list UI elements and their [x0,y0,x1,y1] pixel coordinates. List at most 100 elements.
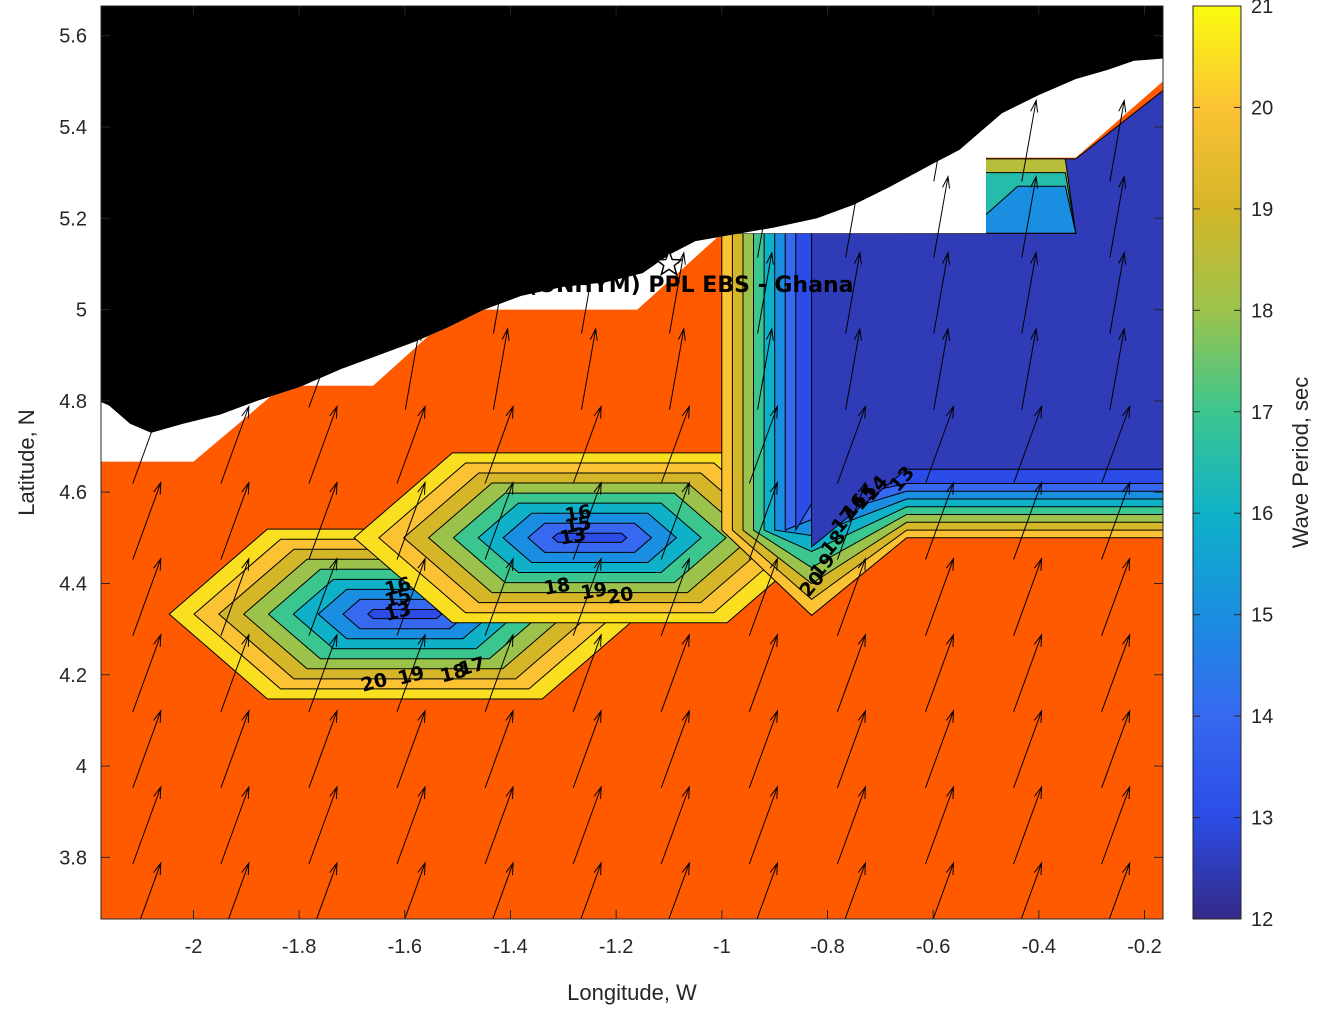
x-axis: -2 -1.8 -1.6 -1.4 -1.2 -1 -0.8 -0.6 -0.4 -0.2 [185,6,1162,958]
wave-arrow [844,861,866,919]
colorbar: 12 13 14 15 16 17 18 19 20 21 Wave Period, sec [1192,0,1313,931]
site-marker: GA (ONHYM) PPL EBS - Ghana [485,248,854,298]
contour-label: 18 [542,574,572,600]
wave-arrow [132,252,162,332]
wave-arrow [580,861,602,919]
wave-arrow [572,633,602,712]
contour-label: 13 [558,523,588,549]
wave-arrow [404,861,426,919]
wave-arrow [132,100,162,180]
wave-arrow [484,633,514,712]
wave-arrow [492,98,510,182]
x-tick-label: -0.8 [810,936,844,958]
colorbar-tick-label: 19 [1251,199,1273,221]
y-tick-label: 4.8 [59,391,87,413]
wave-arrow [308,481,338,560]
wave-arrow [308,252,338,332]
wave-arrow [581,175,598,258]
wave-arrow [925,709,955,789]
wave-arrow [396,785,426,865]
wave-arrow [132,328,162,408]
wave-arrow [404,98,422,182]
wave-arrow [308,785,338,865]
wave-arrow [132,709,162,789]
y-axis: 3.8 4 4.2 4.4 4.6 4.8 5 5.2 5.4 5.6 [59,26,1163,869]
region-northeast-level-15 [963,185,1077,234]
wave-arrow [1101,785,1131,865]
wave-arrow [484,404,514,484]
wave-arrow [933,251,950,334]
colorbar-tick-label: 21 [1251,0,1273,18]
wave-arrow [220,785,250,865]
wave-arrow [748,785,778,865]
wave-arrow [220,252,250,332]
wave-arrow [757,175,774,258]
wave-arrow [404,251,422,334]
region-central-level-13 [551,532,628,543]
wave-arrow [220,633,250,712]
wave-arrow [132,404,162,484]
wave-arrow [396,557,426,636]
y-tick-label: 5.4 [59,117,87,139]
wave-arrow [925,785,955,865]
wave-arrow [660,633,690,712]
wave-arrow [925,557,955,636]
wave-arrow [1109,251,1127,334]
wave-arrow [845,251,862,334]
wave-arrow [660,785,690,865]
wave-direction-arrows [132,98,1131,919]
colorbar-tick-label: 15 [1251,605,1273,627]
wave-arrow [1013,404,1043,484]
wave-arrow [572,481,602,560]
x-tick-label: -1.6 [388,936,422,958]
wave-arrow [132,176,162,256]
y-tick-label: 5.6 [59,26,87,48]
wave-arrow [1020,861,1043,919]
wave-arrow [484,481,514,560]
wave-arrow [1013,557,1043,636]
wave-arrow [748,557,778,636]
wave-arrow [748,404,778,484]
wave-arrow [660,709,690,789]
wave-arrow [845,175,862,258]
wave-arrow [1021,175,1039,258]
wave-arrow [581,251,598,334]
x-tick-label: -1.2 [599,936,633,958]
wave-arrow [1013,633,1043,712]
wave-arrow [1101,404,1131,484]
wave-arrow [836,709,866,789]
wave-arrow [132,633,162,712]
x-tick-label: -2 [185,936,203,958]
wave-arrow [492,861,514,919]
colorbar-tick-label: 13 [1251,808,1273,830]
wave-arrow [492,175,510,258]
y-tick-label: 4.2 [59,665,87,687]
wave-arrow [668,861,690,919]
x-tick-label: -0.4 [1022,936,1056,958]
wave-arrow [925,633,955,712]
wave-arrow [669,98,686,182]
colorbar-tick-label: 14 [1251,706,1273,728]
wave-arrow [484,709,514,789]
site-label: GA (ONHYM) PPL EBS - Ghana [485,273,854,298]
wave-arrow [748,709,778,789]
land-mass [101,6,1163,433]
contour-label: 16 [563,501,593,527]
wave-arrow [925,404,955,484]
wave-arrow [845,98,862,182]
wave-arrow [1013,481,1043,560]
wave-arrow [404,175,422,258]
y-tick-label: 3.8 [59,847,87,869]
wave-arrow [396,633,426,712]
wave-arrow [1108,861,1131,919]
wave-arrow [220,100,250,180]
wave-arrow [220,328,250,408]
wave-arrow [220,404,250,484]
wave-arrow [572,785,602,865]
wave-arrow [748,633,778,712]
wave-arrow [484,557,514,636]
wave-arrow [925,481,955,560]
wave-arrow [220,709,250,789]
wave-arrow [1109,98,1127,182]
